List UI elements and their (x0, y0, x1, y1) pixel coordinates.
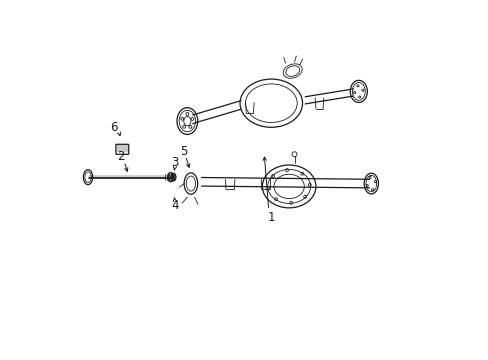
Text: 3: 3 (171, 156, 178, 169)
Text: 6: 6 (110, 121, 118, 134)
Text: 2: 2 (117, 150, 125, 163)
Text: 5: 5 (180, 145, 187, 158)
Text: 1: 1 (267, 211, 274, 224)
Text: 4: 4 (171, 198, 178, 212)
